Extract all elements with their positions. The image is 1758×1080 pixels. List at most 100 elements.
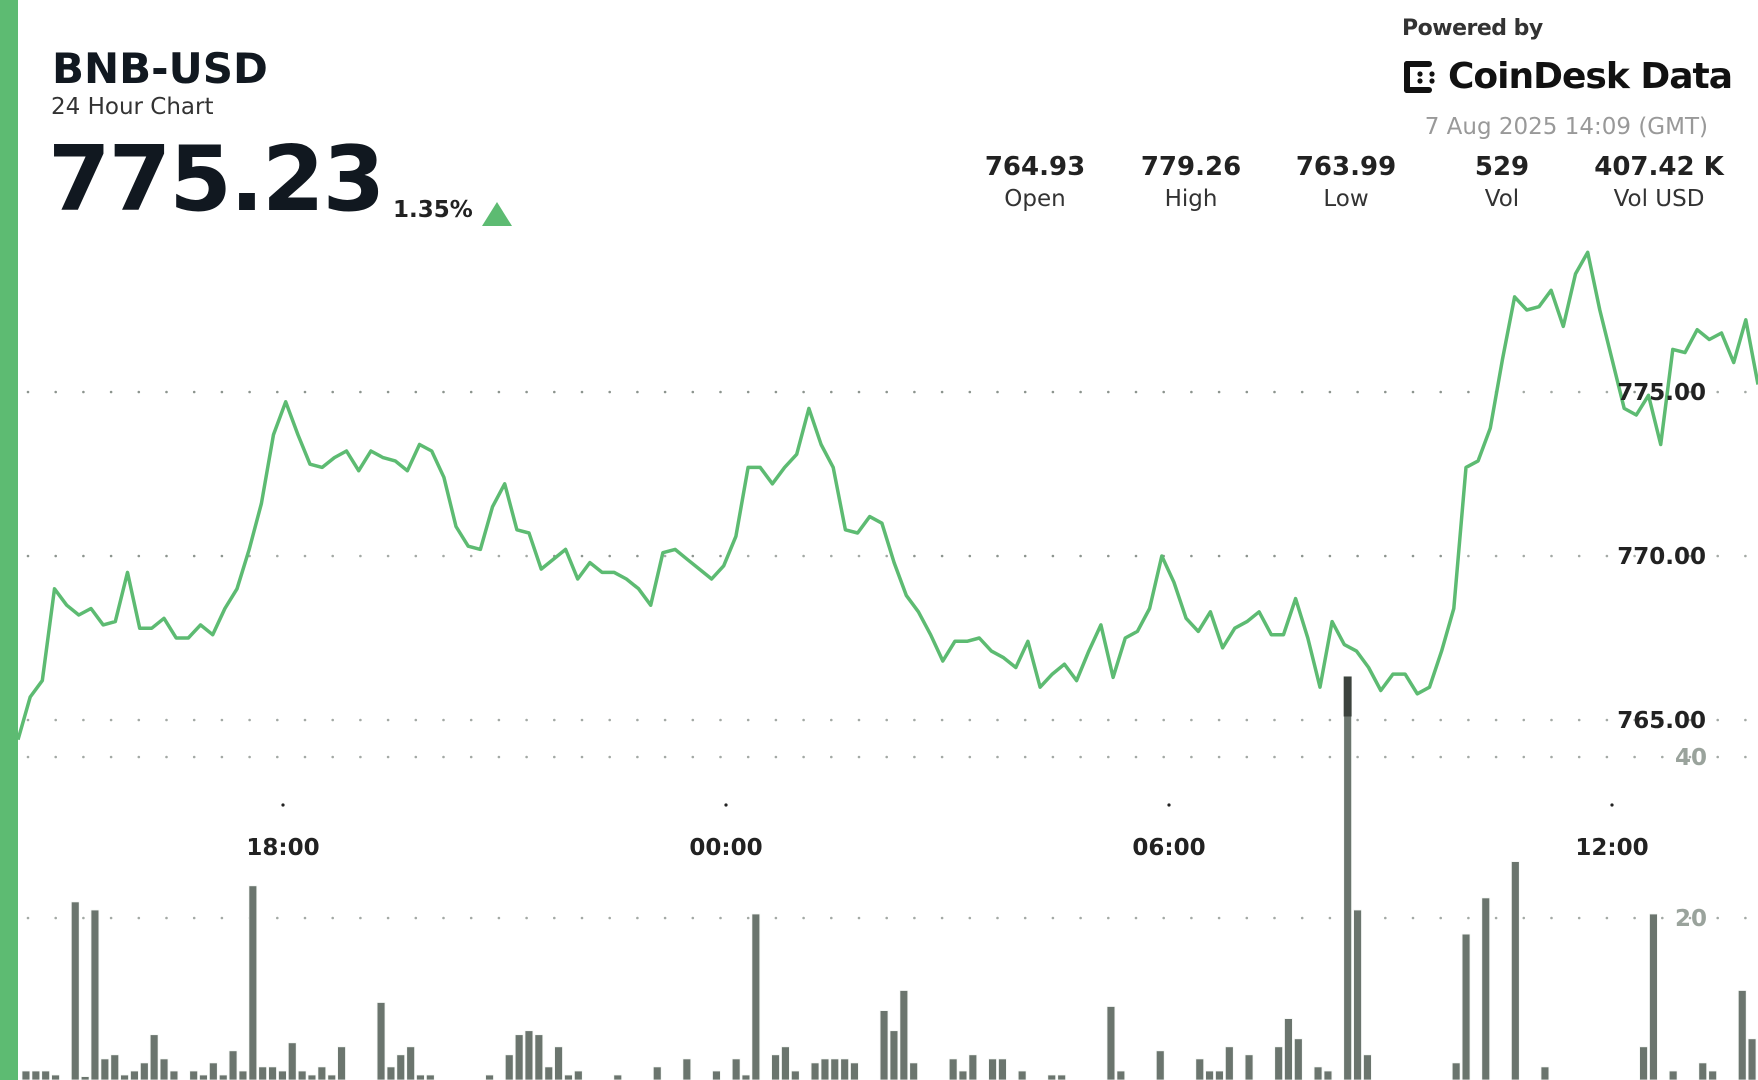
volume-bar <box>51 1074 60 1080</box>
coindesk-data-logo[interactable]: CoinDesk Data <box>1402 56 1733 97</box>
stat-value: 779.26 <box>1140 152 1242 182</box>
volume-bar <box>564 1074 573 1080</box>
volume-bar <box>1195 1058 1205 1080</box>
stat-low: 763.99 Low <box>1271 152 1421 212</box>
volume-bar <box>199 1074 208 1080</box>
volume-bar <box>613 1074 623 1080</box>
volume-bar <box>1244 1054 1254 1080</box>
volume-bar <box>988 1058 997 1080</box>
volume-bar <box>1116 1070 1126 1080</box>
volume-bar <box>731 1058 741 1080</box>
volume-bar <box>1363 1054 1372 1080</box>
volume-bar <box>1343 676 1352 1080</box>
volume-bar <box>228 1050 238 1080</box>
volume-bar <box>534 1034 544 1080</box>
accent-bar <box>0 0 18 1080</box>
volume-bar <box>149 1034 159 1080</box>
volume-bar <box>741 1074 751 1080</box>
volume-bar <box>1205 1070 1214 1080</box>
volume-bar <box>1017 1070 1027 1080</box>
volume-bar <box>504 1054 514 1080</box>
x-axis: 18:00 00:00 06:00 12:00 <box>246 803 1649 861</box>
volume-bar <box>1708 1070 1717 1080</box>
x-tick-label: 00:00 <box>689 835 762 861</box>
symbol-title: BNB-USD <box>52 44 268 93</box>
volume-bar <box>1481 897 1491 1080</box>
stat-value: 764.93 <box>984 152 1086 182</box>
volume-bar <box>1047 1074 1057 1080</box>
volume-bar <box>574 1070 583 1080</box>
stat-vol-usd: 407.42 K Vol USD <box>1584 152 1734 212</box>
volume-bar <box>130 1070 139 1080</box>
volume-bar <box>416 1074 425 1080</box>
volume-bar <box>1313 1066 1323 1080</box>
volume-bar <box>317 1066 327 1080</box>
volume-bar <box>386 1066 396 1080</box>
volume-bar <box>396 1054 406 1080</box>
volume-bar <box>712 1070 721 1080</box>
y-tick-label: 775.00 <box>1617 380 1706 406</box>
volume-bar <box>337 1046 346 1080</box>
volume-bar <box>376 1002 386 1080</box>
volume-bar <box>810 1062 820 1080</box>
volume-bar <box>248 885 258 1080</box>
stat-value: 763.99 <box>1295 152 1397 182</box>
price-line <box>16 250 1758 741</box>
volume-tick-label: 40 <box>1675 745 1707 771</box>
volume-bar <box>1106 1006 1116 1080</box>
volume-bar <box>1215 1070 1224 1080</box>
volume-bar <box>1511 861 1520 1080</box>
brand-name: CoinDesk Data <box>1448 56 1733 97</box>
stat-label: Low <box>1323 186 1369 212</box>
volume-bar <box>909 1062 919 1080</box>
y-axis: 765.00 770.00 775.00 20 40 <box>1617 380 1707 932</box>
volume-bar <box>1225 1046 1234 1080</box>
volume-bar <box>1540 1066 1550 1080</box>
up-arrow-icon <box>482 202 512 226</box>
stat-high: 779.26 High <box>1116 152 1266 212</box>
volume-bar <box>998 1058 1007 1080</box>
volume-bar <box>120 1074 129 1080</box>
volume-bar <box>21 1070 31 1080</box>
volume-bar <box>850 1062 859 1080</box>
volume-bar <box>840 1058 850 1080</box>
volume-bar <box>278 1070 287 1080</box>
volume-bar <box>258 1066 268 1080</box>
volume-bar <box>820 1058 830 1080</box>
volume-bar <box>1274 1046 1283 1080</box>
volume-bar <box>781 1046 790 1080</box>
volume-bar <box>554 1046 563 1080</box>
volume-bar <box>1639 1046 1648 1080</box>
volume-bar <box>100 1058 110 1080</box>
volume-bar <box>1698 1062 1708 1080</box>
volume-bar <box>751 913 761 1080</box>
volume-bar <box>652 1066 662 1080</box>
stat-open: 764.93 Open <box>960 152 1110 212</box>
x-tick-label: 18:00 <box>246 835 319 861</box>
volume-bar <box>218 1074 228 1080</box>
volume-bar <box>1353 909 1362 1080</box>
volume-bar <box>485 1074 494 1080</box>
x-tick-label: 12:00 <box>1575 835 1648 861</box>
stat-label: Vol <box>1484 186 1520 212</box>
price-change-percent: 1.35% <box>393 197 473 223</box>
volume-bar <box>189 1070 198 1080</box>
y-tick-label: 765.00 <box>1617 708 1706 734</box>
volume-bar <box>208 1062 218 1080</box>
coindesk-logo-icon <box>1402 57 1440 97</box>
volume-bar <box>830 1058 840 1080</box>
volume-bar <box>268 1066 277 1080</box>
stat-label: Open <box>1004 186 1066 212</box>
stat-value: 529 <box>1474 152 1530 182</box>
stat-label: Vol USD <box>1613 186 1705 212</box>
volume-bar <box>169 1070 179 1080</box>
volume-bar <box>297 1070 307 1080</box>
volume-bar <box>80 1076 90 1080</box>
stat-vol: 529 Vol <box>1427 152 1577 212</box>
volume-bar <box>1461 933 1471 1080</box>
volume-bar <box>70 901 80 1080</box>
volume-bar <box>544 1066 554 1080</box>
stat-value: 407.42 K <box>1594 152 1724 182</box>
volume-bar <box>238 1070 248 1080</box>
